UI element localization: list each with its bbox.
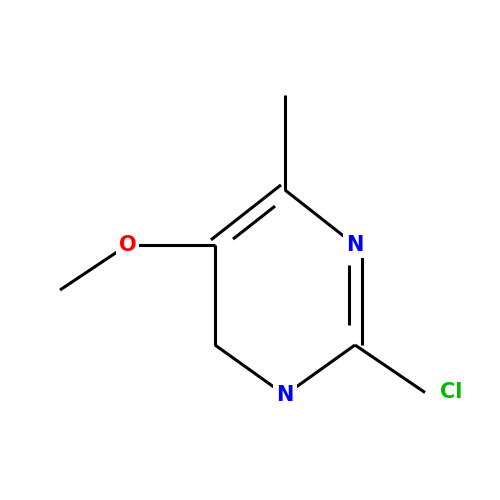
- Text: N: N: [346, 235, 364, 255]
- Text: N: N: [276, 385, 293, 405]
- Text: Cl: Cl: [440, 382, 462, 402]
- Text: O: O: [118, 235, 136, 255]
